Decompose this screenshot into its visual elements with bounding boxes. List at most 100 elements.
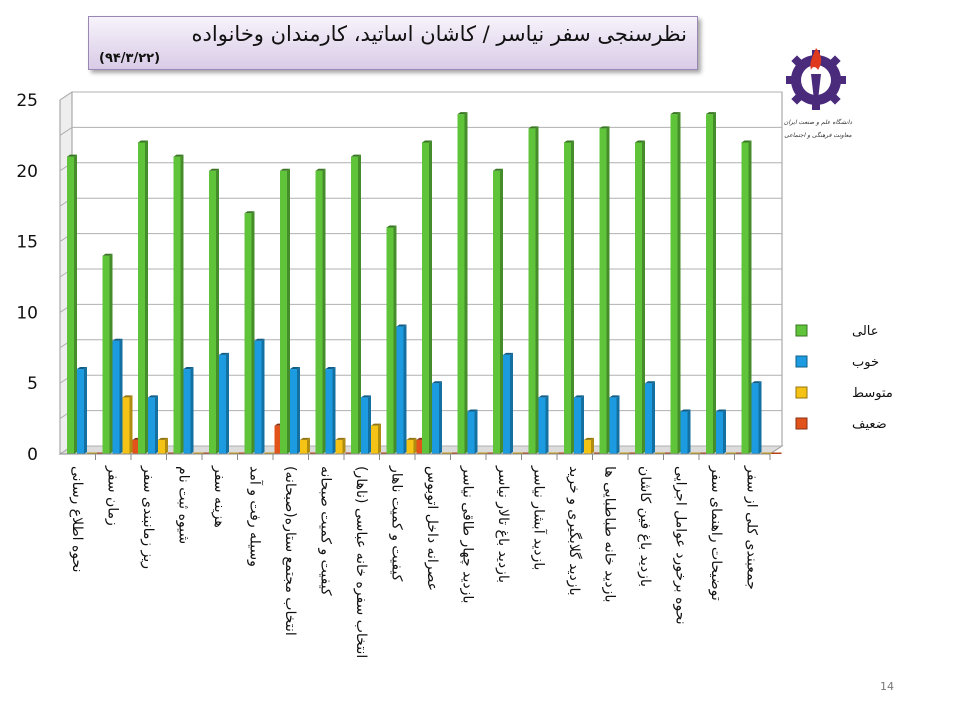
bar (229, 452, 239, 454)
x-tick-label: زمان سفر (104, 465, 120, 526)
bar (432, 381, 442, 454)
bar (594, 452, 604, 454)
x-tick-label: بازدید آبشار نیاسر (530, 465, 547, 570)
x-tick-label: نحوه برخورد عوامل اجرایی (672, 466, 688, 625)
bar (361, 395, 371, 454)
bar (148, 395, 158, 454)
bar (487, 452, 498, 454)
bar (264, 452, 275, 454)
grid-line (59, 126, 782, 136)
bar (452, 452, 462, 454)
x-tick-label: نحوه اطلاع رسانی (69, 466, 85, 572)
legend-label: ضعیف (852, 417, 887, 432)
bar (193, 452, 204, 454)
x-tick-label: عصرانه داخل اتوبوس (424, 466, 440, 591)
x-tick-label: بازدید باغ فین کاشان (637, 466, 653, 587)
bar (381, 452, 391, 454)
x-tick-label: کیفیت و کمیت صبحانه (317, 466, 333, 596)
bar (138, 140, 148, 455)
bar (670, 112, 681, 454)
bar (254, 338, 265, 454)
x-tick-label: وسیله رفت و آمد (246, 466, 263, 567)
torch-icon (810, 48, 822, 100)
bar (716, 409, 726, 454)
bar (700, 452, 711, 454)
y-tick-label: 5 (27, 374, 38, 394)
bar (67, 154, 77, 454)
x-tick-label: ریز زمانبندی سفر (140, 465, 156, 569)
bar (158, 437, 168, 454)
legend-swatch (795, 386, 808, 399)
bar (751, 381, 762, 454)
x-tick-label: بازدید باغ تالار نیاسر (495, 465, 511, 583)
bar (203, 452, 214, 454)
bar (280, 168, 290, 455)
bar (761, 452, 772, 454)
bar (523, 452, 533, 454)
x-tick-label: بازدید چهار طاقی نیاسر (459, 465, 475, 604)
legend-swatch (795, 324, 808, 337)
logo-text-line2: معاونت فرهنگی و اجتماعی (784, 131, 852, 139)
bar (239, 452, 249, 454)
x-tick-label: انتخاب مجتمع ستاره(صبحانه) (282, 466, 298, 636)
bar (300, 437, 310, 454)
bar (406, 437, 417, 454)
university-logo: دانشگاه علم و صنعت ایران معاونت فرهنگی و… (784, 48, 853, 139)
bar (503, 352, 513, 454)
legend-swatch (795, 355, 808, 368)
bar (645, 381, 655, 454)
y-tick-label: 15 (16, 233, 38, 253)
bar (635, 140, 645, 455)
x-tick-label: شیوه ثبت نام (175, 466, 191, 544)
bar (771, 452, 782, 454)
bar (310, 452, 320, 454)
bar (528, 126, 539, 454)
bar (173, 154, 184, 454)
slide-date: (۹۴/۳/۲۲) (99, 51, 161, 66)
x-tick-label: کیفیت و کمیت ناهار (388, 465, 404, 582)
bar (183, 367, 194, 454)
bar (513, 452, 523, 454)
x-tick-label: بازدید گلابگیری و خرید (566, 466, 583, 596)
bar (726, 452, 736, 454)
slide-title: نظرسنجی سفر نیاسر / کاشان اساتید، کارمند… (191, 22, 687, 46)
x-tick-label: انتخاب سفره خانه عباسی (ناهار) (353, 466, 369, 658)
legend-label: عالی (852, 324, 879, 339)
bar (335, 437, 346, 454)
bar (351, 154, 361, 454)
bar (619, 452, 630, 454)
bar (112, 338, 123, 454)
bar (477, 452, 488, 454)
bar (168, 452, 178, 454)
bar (219, 352, 229, 454)
y-tick-label: 0 (27, 445, 38, 465)
bar (422, 140, 432, 455)
bar (574, 395, 584, 454)
bar (599, 126, 610, 454)
bar (629, 452, 640, 454)
x-tick-label: توضیحات راهنمای سفر (708, 465, 724, 601)
bar (102, 253, 113, 454)
bar (345, 452, 356, 454)
bar (548, 452, 559, 454)
y-tick-label: 25 (16, 91, 38, 111)
logo-text-line1: دانشگاه علم و صنعت ایران (784, 118, 852, 126)
bar (665, 452, 675, 454)
bar (609, 395, 620, 454)
bar (741, 140, 752, 455)
bar (371, 423, 381, 454)
legend-label: متوسط (852, 386, 893, 401)
bar (122, 395, 133, 454)
bar (457, 112, 468, 454)
x-tick-label: هزینه سفر (211, 465, 227, 528)
legend-swatch (795, 417, 808, 430)
y-tick-label: 10 (16, 303, 38, 323)
bar (736, 452, 746, 454)
bar (386, 225, 397, 454)
x-tick-label: بازدید خانه طباطبایی ها (601, 466, 617, 603)
bar (564, 140, 574, 455)
bar (290, 367, 300, 454)
bar (493, 168, 503, 455)
bar (680, 409, 691, 454)
